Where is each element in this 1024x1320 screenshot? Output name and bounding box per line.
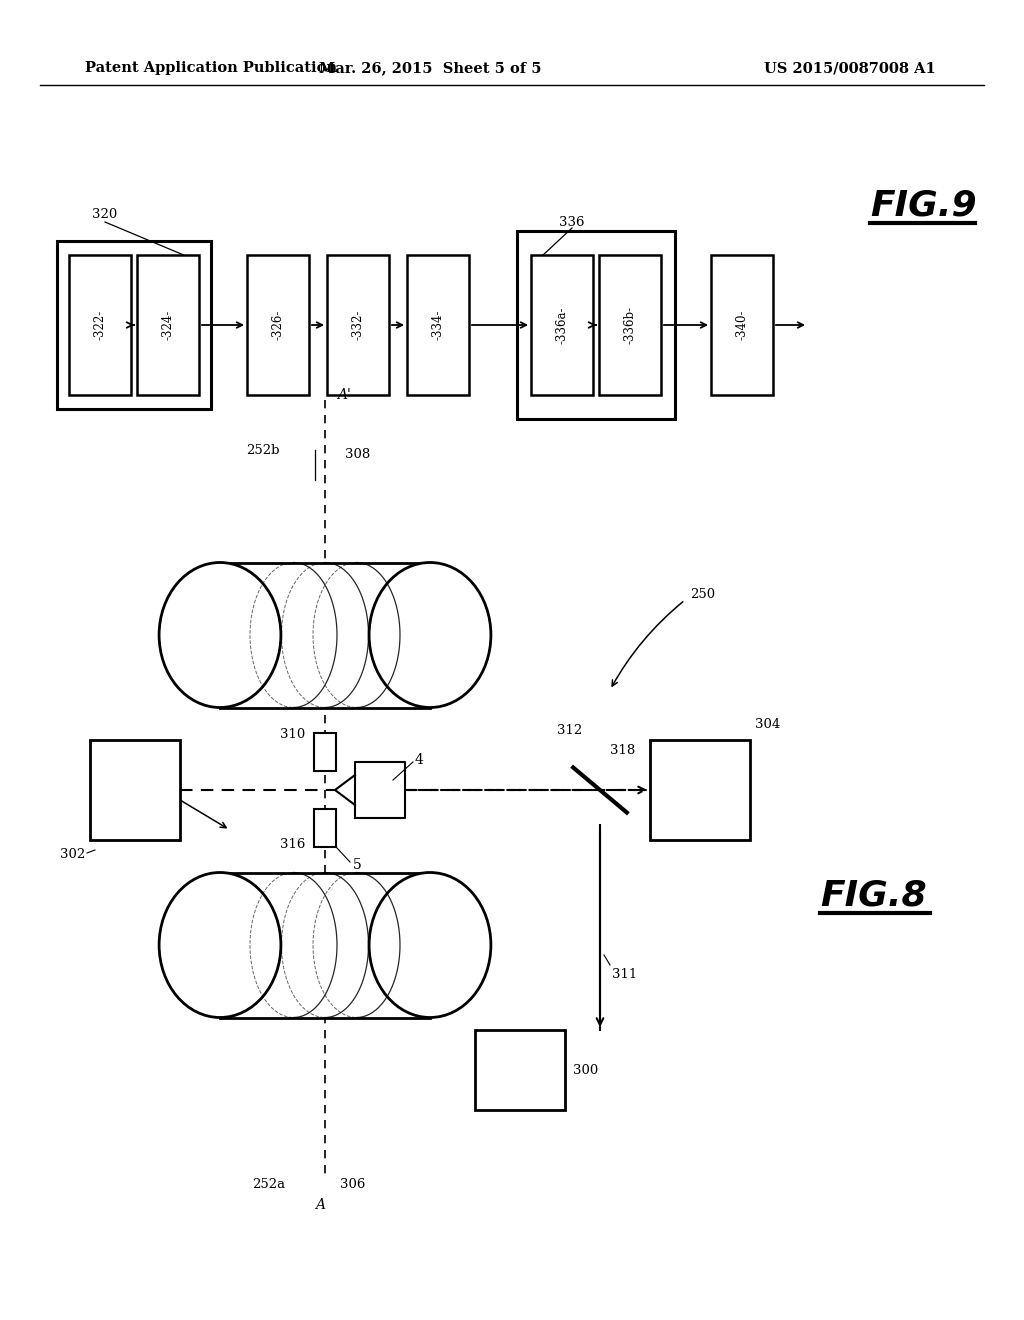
Text: 300: 300 [573, 1064, 598, 1077]
Text: 311: 311 [612, 969, 637, 982]
Text: FIG.8: FIG.8 [820, 878, 927, 912]
Text: Patent Application Publication: Patent Application Publication [85, 61, 337, 75]
Ellipse shape [369, 873, 490, 1018]
Bar [57, 242, 211, 409]
Text: 250: 250 [690, 589, 715, 602]
Text: 336: 336 [559, 215, 585, 228]
Text: 252: 252 [120, 779, 145, 792]
Text: 320: 320 [92, 209, 118, 222]
Ellipse shape [159, 873, 281, 1018]
Bar [90, 741, 180, 840]
Bar [314, 809, 336, 847]
Bar [475, 1030, 565, 1110]
Bar [711, 255, 773, 395]
Text: -332-: -332- [351, 310, 365, 341]
Text: 302: 302 [59, 849, 85, 862]
Text: FIG.9: FIG.9 [870, 187, 977, 222]
Text: -322-: -322- [93, 310, 106, 341]
Text: -334-: -334- [431, 310, 444, 341]
Bar [314, 733, 336, 771]
Bar [137, 255, 199, 395]
Bar [517, 231, 675, 418]
Bar [220, 562, 430, 708]
Text: A': A' [337, 388, 351, 403]
Text: -340-: -340- [735, 310, 749, 341]
Text: Mar. 26, 2015  Sheet 5 of 5: Mar. 26, 2015 Sheet 5 of 5 [318, 61, 542, 75]
Text: 312: 312 [557, 723, 583, 737]
Text: 316: 316 [280, 838, 305, 851]
Text: 4: 4 [415, 752, 424, 767]
Bar [69, 255, 131, 395]
Text: US 2015/0087008 A1: US 2015/0087008 A1 [764, 61, 936, 75]
Text: A: A [315, 1199, 325, 1212]
Ellipse shape [159, 562, 281, 708]
Bar [220, 873, 430, 1018]
Text: -326-: -326- [271, 310, 285, 341]
Bar [650, 741, 750, 840]
Text: 310: 310 [280, 729, 305, 742]
Text: 252a: 252a [252, 1179, 285, 1192]
Text: -324-: -324- [162, 310, 174, 341]
Bar [407, 255, 469, 395]
Text: 318: 318 [610, 743, 635, 756]
Text: 5: 5 [353, 858, 361, 873]
Text: 308: 308 [345, 449, 371, 462]
Bar [327, 255, 389, 395]
Text: -336a-: -336a- [555, 306, 568, 343]
Bar [599, 255, 662, 395]
Bar [247, 255, 309, 395]
Bar [531, 255, 593, 395]
Text: -336b-: -336b- [624, 306, 637, 345]
Text: 252b: 252b [247, 444, 280, 457]
Ellipse shape [369, 562, 490, 708]
Text: 306: 306 [340, 1179, 366, 1192]
Text: 304: 304 [755, 718, 780, 731]
